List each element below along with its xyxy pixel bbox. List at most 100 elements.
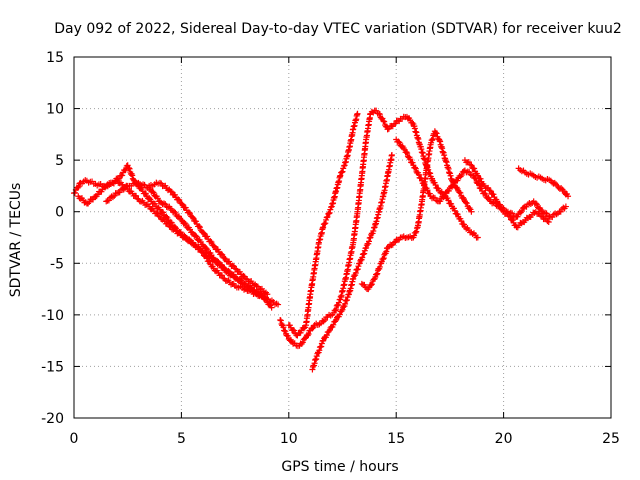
data-point	[221, 255, 228, 262]
data-point-interp	[395, 138, 402, 145]
data-point-interp	[383, 248, 390, 255]
data-point-interp	[149, 188, 156, 195]
data-point	[253, 282, 260, 289]
x-tick-label: 0	[70, 431, 79, 447]
data-point	[156, 198, 163, 205]
data-point-interp	[160, 200, 167, 207]
data-point-interp	[471, 165, 478, 172]
y-tick-labels: -20 -15 -10 -5 0 5 10 15	[41, 50, 64, 427]
data-point-interp	[352, 269, 359, 276]
data-point-interp	[359, 254, 366, 261]
data-point-interp	[215, 258, 222, 265]
grid-lines	[74, 57, 611, 418]
data-point-interp	[196, 224, 203, 231]
data-point-interp	[437, 198, 444, 205]
data-point	[167, 188, 174, 195]
data-point-interp	[224, 278, 231, 285]
data-point-interp	[361, 281, 368, 288]
data-point	[264, 291, 271, 298]
data-point	[363, 244, 370, 251]
data-point-interp	[396, 139, 403, 146]
data-point-interp	[365, 238, 372, 245]
data-point-interp	[74, 184, 81, 191]
y-tick-label: -15	[41, 359, 64, 375]
data-point-interp	[181, 219, 188, 226]
data-point-interp	[475, 182, 482, 189]
data-point-interp	[412, 229, 419, 236]
data-point-interp	[181, 234, 188, 241]
series-arc-12	[515, 165, 572, 200]
data-point	[253, 289, 260, 296]
data-point-interp	[236, 268, 243, 275]
data-point-interp	[185, 209, 192, 216]
data-point-interp	[195, 223, 202, 230]
y-tick-label: 5	[55, 153, 64, 169]
data-point-interp	[171, 191, 178, 198]
data-point-interp	[413, 228, 420, 235]
data-point-interp	[326, 209, 333, 216]
data-point-interp	[370, 228, 377, 235]
data-point-interp	[458, 172, 465, 179]
data-point	[210, 242, 217, 249]
series-arc-2	[75, 177, 282, 308]
x-tick-label: 10	[280, 431, 298, 447]
data-point-interp	[350, 273, 357, 280]
series-arc-6	[285, 110, 361, 339]
data-point-interp	[71, 189, 78, 196]
data-point-interp	[138, 198, 145, 205]
data-point-interp	[250, 282, 257, 289]
data-point-interp	[208, 239, 215, 246]
x-tick-label: 5	[177, 431, 186, 447]
data-point-interp	[321, 317, 328, 324]
data-point	[384, 244, 391, 251]
data-point-interp	[236, 276, 243, 283]
data-point	[468, 208, 475, 215]
data-point-interp	[335, 299, 342, 306]
data-point	[189, 213, 196, 220]
data-point-interp	[432, 129, 439, 136]
data-point	[124, 162, 131, 169]
data-point-interp	[505, 213, 512, 220]
data-point-interp	[374, 270, 381, 277]
data-point-interp	[433, 130, 440, 137]
data-point-interp	[168, 219, 175, 226]
data-point-interp	[454, 177, 461, 184]
data-point-interp	[182, 204, 189, 211]
data-point-interp	[425, 166, 432, 173]
data-point-interp	[314, 350, 321, 357]
data-point-interp	[338, 308, 345, 315]
data-point-interp	[411, 164, 418, 171]
data-point-interp	[518, 208, 525, 215]
data-point-interp	[75, 183, 82, 190]
data-point-interp	[454, 211, 461, 218]
data-point	[367, 234, 374, 241]
data-point-interp	[420, 179, 427, 186]
data-point-interp	[291, 327, 298, 334]
data-point	[178, 200, 185, 207]
data-point	[474, 234, 481, 241]
data-point-interp	[297, 329, 304, 336]
data-point-interp	[154, 195, 161, 202]
data-point-interp	[557, 208, 564, 215]
data-point-interp	[154, 210, 161, 217]
data-point-interp	[445, 187, 452, 194]
data-point	[507, 213, 514, 220]
data-point-interp	[403, 149, 410, 156]
data-point-interp	[203, 245, 210, 252]
axis-ticks	[73, 56, 612, 419]
data-point	[388, 151, 395, 158]
data-point-interp	[551, 179, 558, 186]
data-point-interp	[219, 251, 226, 258]
data-point-interp	[197, 246, 204, 253]
data-point-interp	[300, 325, 307, 332]
data-point-interp	[277, 317, 284, 324]
data-point-interp	[309, 325, 316, 332]
plot-frame	[73, 56, 612, 419]
data-point-interp	[284, 332, 291, 339]
data-point-interp	[193, 218, 200, 225]
chart-title: Day 092 of 2022, Sidereal Day-to-day VTE…	[54, 21, 622, 37]
data-point	[264, 296, 271, 303]
data-point-interp	[381, 118, 388, 125]
data-point-interp	[407, 156, 414, 163]
data-point-interp	[537, 213, 544, 220]
